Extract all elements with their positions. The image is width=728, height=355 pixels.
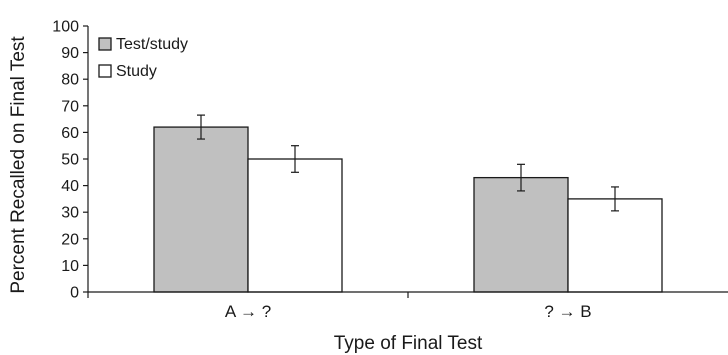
y-tick-label: 90 <box>61 45 79 62</box>
y-axis-ticks: 0 10 20 30 40 50 60 70 80 90 100 <box>52 19 88 302</box>
bar-test-study-2 <box>473 176 569 293</box>
bar-study-2 <box>567 198 663 293</box>
legend-label-study: Study <box>116 63 157 80</box>
legend-swatch-study <box>98 64 112 78</box>
y-tick-label: 100 <box>52 19 79 36</box>
y-tick-label: 60 <box>61 125 79 142</box>
y-tick-label: 80 <box>61 72 79 89</box>
y-tick-label: 0 <box>70 285 79 302</box>
bar-test-study-1 <box>153 126 249 293</box>
y-axis-title: Percent Recalled on Final Test <box>8 36 29 294</box>
error-bar-test-study-2 <box>517 163 525 192</box>
error-bars-layer <box>197 114 619 212</box>
legend-label-test-study: Test/study <box>116 36 188 53</box>
y-tick-label: 30 <box>61 205 79 222</box>
y-tick-label: 10 <box>61 258 79 275</box>
y-tick-label: 70 <box>61 98 79 115</box>
error-bar-study-2 <box>611 186 619 212</box>
y-tick-label: 50 <box>61 152 79 169</box>
y-tick-label: 40 <box>61 178 79 195</box>
x-axis-title: Type of Final Test <box>334 333 483 354</box>
legend: Test/study Study <box>98 36 188 80</box>
legend-swatch-test-study <box>98 37 112 51</box>
error-bar-test-study-1 <box>197 114 205 140</box>
x-axis-ticks: A → ? ? → B <box>87 292 592 321</box>
bar-study-1 <box>247 158 343 293</box>
error-bar-study-1 <box>291 145 299 173</box>
x-category-label: A → ? <box>225 302 271 321</box>
bars-layer <box>153 126 663 293</box>
y-tick-label: 20 <box>61 231 79 248</box>
x-category-label: ? → B <box>544 302 591 321</box>
